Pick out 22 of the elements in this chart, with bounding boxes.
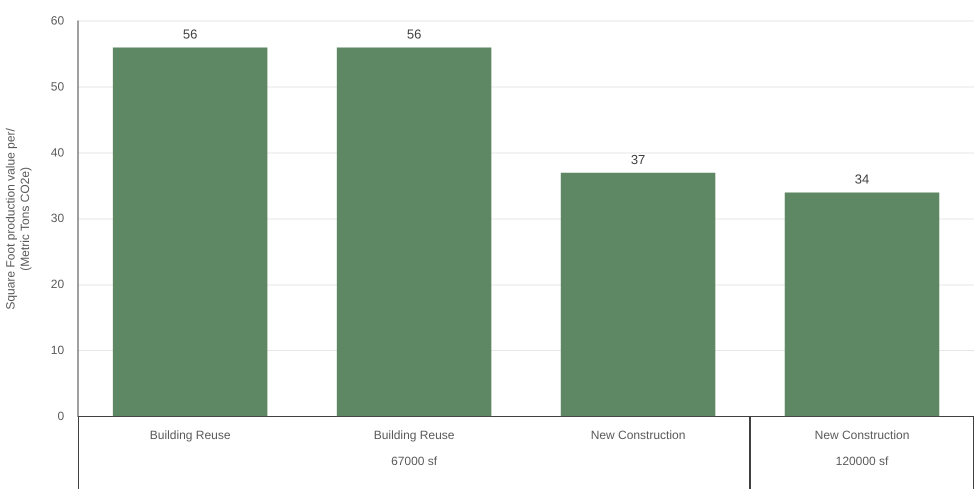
text: 120000 sf xyxy=(836,454,890,468)
data-label: 56 xyxy=(182,26,198,42)
y-tick-label: 30 xyxy=(50,211,64,226)
y-tick-label: 50 xyxy=(50,79,64,94)
x-tick-label: Building Reuse xyxy=(150,428,231,442)
y-tick-label: 10 xyxy=(50,343,64,358)
text: 67000 sf xyxy=(391,454,438,468)
y-axis-title: Square Foot production value per/ (Metric Tons CO2e) xyxy=(4,128,32,310)
y-tick-label: 20 xyxy=(50,277,64,292)
x-tick-label: Building Reuse xyxy=(374,428,455,442)
y-tick-label: 40 xyxy=(50,145,64,160)
bar xyxy=(336,48,492,416)
y-tick-label: 0 xyxy=(57,408,64,423)
bar xyxy=(784,192,940,416)
x-tick-label: New Construction xyxy=(814,428,910,442)
bar xyxy=(560,172,716,416)
data-label: 56 xyxy=(406,26,422,42)
y-tick-label: 60 xyxy=(50,14,64,28)
x-tick-label: New Construction xyxy=(590,428,686,442)
data-label: 34 xyxy=(854,172,870,187)
data-label: 37 xyxy=(630,152,646,167)
bar xyxy=(112,48,268,416)
